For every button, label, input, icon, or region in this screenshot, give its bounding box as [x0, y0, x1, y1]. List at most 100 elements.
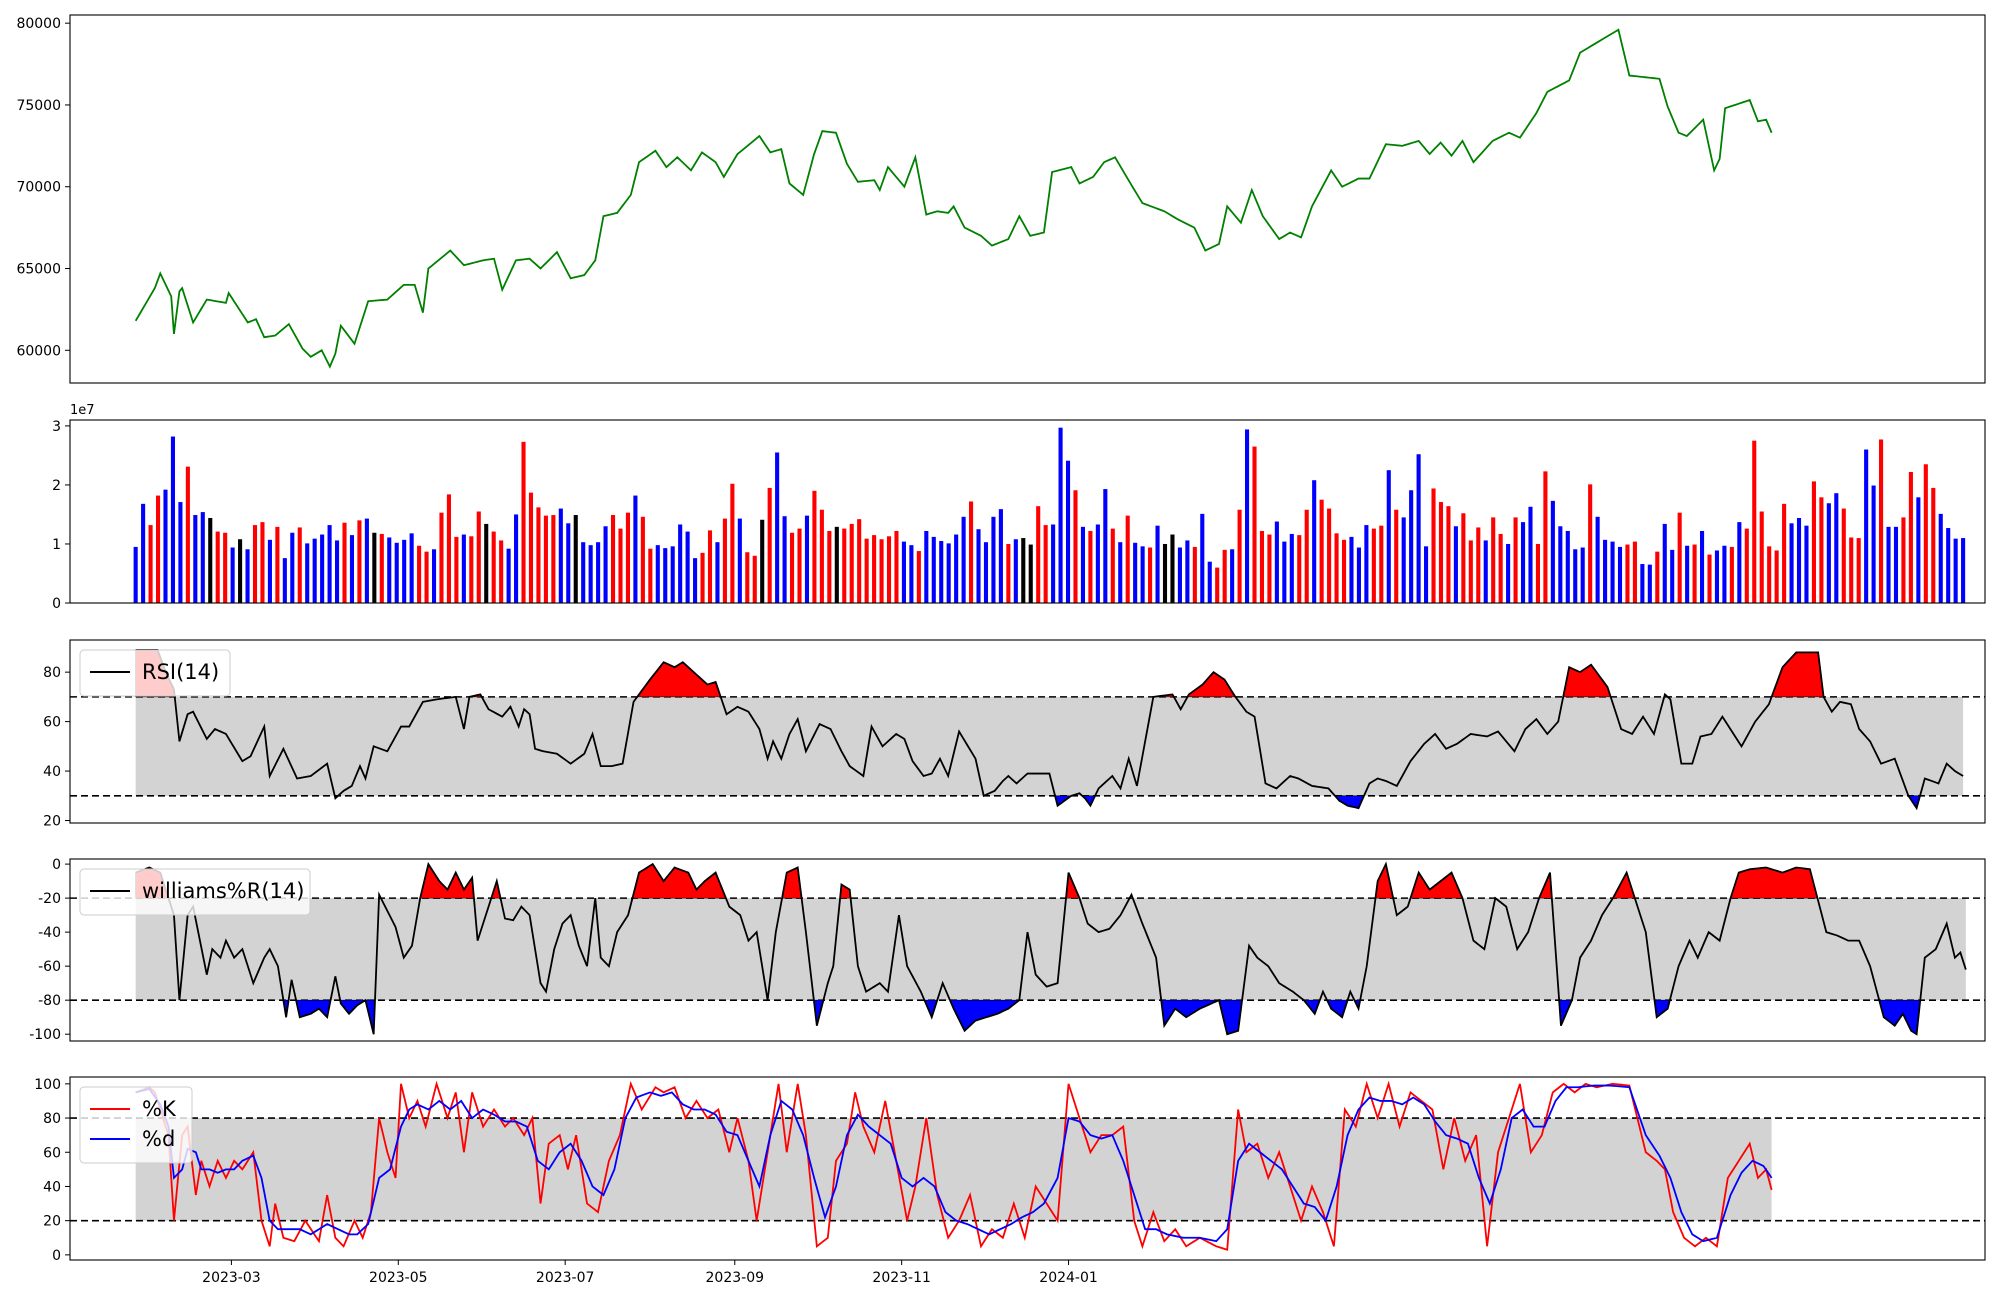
volume-bar: [1334, 533, 1339, 603]
volume-ytick-label: 1: [52, 537, 61, 553]
volume-bar: [223, 532, 228, 603]
volume-bar: [1252, 446, 1257, 603]
volume-bar: [1573, 549, 1578, 603]
rsi-legend: [79, 649, 231, 697]
volume-bar: [998, 509, 1003, 603]
volume-bar: [454, 536, 459, 603]
price-ytick-label: 80000: [16, 16, 61, 32]
volume-bar: [1371, 528, 1376, 603]
stochastic-ytick-label: 60: [43, 1145, 61, 1161]
williams-ytick-label: -20: [38, 891, 61, 907]
volume-bar: [1782, 503, 1787, 603]
williams-overbought-fill: [1730, 867, 1818, 899]
stochastic-legend-label: %d: [142, 1127, 175, 1151]
volume-bar: [275, 526, 280, 603]
volume-bar: [909, 545, 914, 603]
volume-bar: [1491, 517, 1496, 603]
volume-bar: [879, 539, 884, 603]
volume-bar: [1625, 544, 1630, 603]
volume-bar: [1312, 480, 1317, 603]
volume-bar: [1849, 537, 1854, 603]
volume-bar: [208, 517, 213, 603]
volume-ytick-label: 3: [52, 419, 61, 435]
volume-bar: [469, 536, 474, 603]
volume-bar: [1207, 561, 1212, 603]
volume-bar: [1804, 525, 1809, 603]
volume-bar: [1274, 521, 1279, 603]
price-frame: [69, 14, 1986, 384]
volume-bar: [1304, 509, 1309, 603]
volume-bar: [625, 512, 630, 603]
volume-bar: [1923, 464, 1928, 603]
volume-bar: [1610, 541, 1615, 603]
volume-bar: [491, 531, 496, 603]
stochastic-panel: 0 20 40 60 80 100 %K %d 2023-03 2023-05 2023-07 202…: [34, 1076, 1986, 1286]
volume-bar: [148, 525, 153, 603]
williams-legend: [79, 868, 311, 916]
stochastic-frame: [69, 1076, 1986, 1261]
volume-bar: [1901, 517, 1906, 603]
volume-bar: [1289, 533, 1294, 603]
volume-bar: [1722, 545, 1727, 603]
volume-bar: [1916, 497, 1921, 603]
volume-bar: [1767, 546, 1772, 603]
volume-bar: [983, 542, 989, 603]
volume-bar: [1058, 427, 1063, 603]
volume-bar: [969, 501, 974, 603]
volume-bar: [1379, 525, 1384, 603]
volume-bar: [1051, 524, 1056, 603]
volume-bar: [707, 530, 713, 603]
volume-bar: [1864, 449, 1869, 603]
volume-bar: [894, 530, 899, 603]
volume-bar: [1879, 439, 1884, 603]
volume-bar: [1558, 526, 1563, 603]
x-tick-label: 2023-11: [872, 1270, 931, 1286]
volume-bar: [141, 503, 146, 603]
volume-bar: [1498, 533, 1503, 603]
volume-bar: [260, 522, 265, 603]
volume-bar: [1528, 506, 1533, 603]
volume-bar: [1856, 538, 1861, 603]
volume-bar: [1655, 551, 1660, 603]
volume-bar: [1662, 523, 1667, 603]
volume-bar: [1364, 525, 1369, 603]
rsi-ytick-label: 20: [43, 814, 61, 830]
volume-bar: [1073, 490, 1078, 603]
volume-bar: [1297, 535, 1302, 603]
williams-frame: [69, 858, 1986, 1042]
volume-bar: [252, 525, 258, 603]
volume-bar: [1162, 543, 1168, 603]
volume-bar: [819, 509, 824, 603]
volume-bar: [215, 531, 220, 603]
volume-bar: [931, 536, 936, 603]
volume-bar: [1103, 489, 1108, 603]
volume-ytick-label: 2: [52, 478, 61, 494]
volume-bar: [312, 538, 317, 603]
volume-bar: [693, 558, 698, 603]
volume-bar: [1349, 536, 1354, 603]
volume-bar: [1476, 527, 1481, 603]
volume-bar: [886, 536, 892, 603]
rsi-panel: 20 40 60 80 RSI(14): [43, 639, 1986, 830]
volume-bar: [1170, 534, 1175, 603]
williams-ytick-label: 0: [52, 857, 61, 873]
volume-bar: [976, 529, 981, 603]
volume-bar: [1065, 460, 1071, 603]
x-tick-label: 2023-09: [706, 1270, 765, 1286]
volume-bar: [1796, 517, 1802, 603]
volume-bar: [476, 511, 481, 603]
volume-bar: [558, 508, 563, 603]
volume-frame: [69, 419, 1986, 604]
volume-bar: [618, 528, 623, 603]
volume-bar: [1319, 499, 1324, 603]
williams-panel: 0 -20 -40 -60 -80 -100 williams%R(14): [29, 857, 1986, 1043]
volume-bar: [1133, 542, 1138, 603]
volume-bar: [1245, 429, 1250, 603]
stochastic-ytick-label: 0: [52, 1248, 61, 1264]
volume-bar: [431, 549, 437, 603]
volume-bar: [543, 515, 548, 603]
volume-bar: [446, 494, 451, 603]
volume-bar: [1774, 550, 1779, 603]
